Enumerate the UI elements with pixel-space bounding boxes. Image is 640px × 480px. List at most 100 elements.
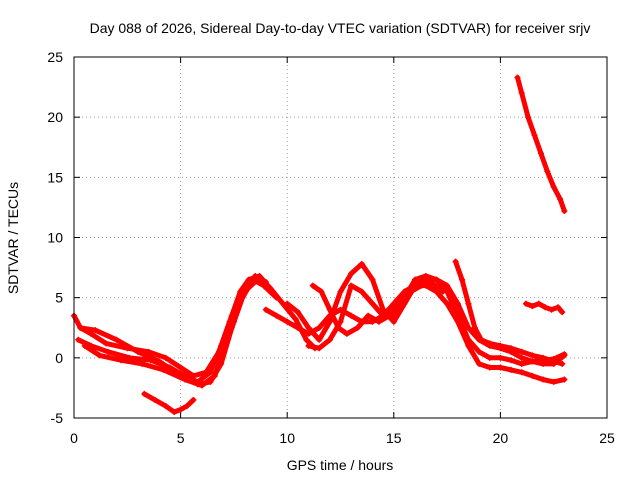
- data-point: [535, 300, 542, 307]
- data-point: [190, 396, 197, 403]
- series-line: [310, 280, 446, 337]
- data-point: [397, 300, 404, 307]
- data-point: [497, 342, 504, 349]
- data-point: [252, 273, 259, 280]
- data-point: [369, 276, 376, 283]
- data-point: [497, 364, 504, 371]
- data-point: [337, 288, 344, 295]
- plot-frame: [73, 56, 608, 419]
- y-tick-label: 20: [47, 109, 63, 125]
- series-arc6: [262, 282, 568, 385]
- y-tick-label: 5: [55, 290, 63, 306]
- y-tick-label: 10: [47, 230, 63, 246]
- data-point: [273, 294, 280, 301]
- data-point: [156, 358, 163, 365]
- data-point: [554, 304, 561, 311]
- x-tick-label: 25: [599, 430, 615, 446]
- y-tick-label: 25: [47, 49, 63, 65]
- y-tick-label: 15: [47, 169, 63, 185]
- data-point: [550, 358, 557, 365]
- data-point: [365, 312, 372, 319]
- data-point: [335, 324, 342, 331]
- data-point: [183, 402, 190, 409]
- data-point: [476, 348, 483, 355]
- data-point: [75, 336, 82, 343]
- data-point: [518, 354, 525, 361]
- data-point: [230, 318, 237, 325]
- data-point: [418, 282, 425, 289]
- data-point: [241, 288, 248, 295]
- x-tick-label: 15: [386, 430, 402, 446]
- data-point: [548, 306, 555, 313]
- data-point: [514, 74, 521, 81]
- data-point: [412, 276, 419, 283]
- data-point: [113, 336, 120, 343]
- data-point: [444, 300, 451, 307]
- series-arc9: [309, 280, 446, 337]
- data-point: [508, 357, 515, 364]
- data-point: [96, 352, 103, 359]
- data-point: [518, 360, 525, 367]
- data-point: [476, 360, 483, 367]
- data-point: [177, 364, 184, 371]
- data-point: [309, 282, 316, 289]
- data-point: [181, 376, 188, 383]
- data-point: [540, 360, 547, 367]
- data-point: [354, 324, 361, 331]
- data-point: [544, 168, 551, 175]
- chart-title: Day 088 of 2026, Sidereal Day-to-day VTE…: [90, 20, 591, 36]
- data-point: [542, 304, 549, 311]
- data-point: [508, 345, 515, 352]
- data-point: [529, 303, 536, 310]
- data-point: [262, 306, 269, 313]
- data-point: [444, 282, 451, 289]
- series-line: [141, 391, 196, 415]
- data-point: [348, 282, 355, 289]
- data-point: [152, 396, 159, 403]
- data-point: [518, 369, 525, 376]
- data-point: [105, 348, 112, 355]
- data-point: [77, 324, 84, 331]
- data-point: [139, 360, 146, 367]
- data-point: [386, 312, 393, 319]
- data-point: [326, 318, 333, 325]
- x-tick-label: 10: [279, 430, 295, 446]
- data-point: [508, 366, 515, 373]
- series-arc12: [514, 74, 568, 215]
- data-point: [162, 402, 169, 409]
- data-point: [254, 276, 261, 283]
- series-arc10: [452, 258, 566, 367]
- data-point: [459, 276, 466, 283]
- data-point: [211, 372, 218, 379]
- data-point: [303, 336, 310, 343]
- data-point: [117, 357, 124, 364]
- data-point: [497, 354, 504, 361]
- data-point: [557, 195, 564, 202]
- data-point: [380, 306, 387, 313]
- data-point: [294, 324, 301, 331]
- y-tick-label: 0: [55, 350, 63, 366]
- data-point: [305, 342, 312, 349]
- data-point: [262, 279, 269, 286]
- data-point: [162, 354, 169, 361]
- data-marks: [71, 74, 568, 415]
- data-point: [375, 318, 382, 325]
- data-point: [537, 150, 544, 157]
- data-point: [407, 288, 414, 295]
- series-arc1: [71, 273, 318, 379]
- data-point: [198, 382, 205, 389]
- series-arc4: [81, 276, 261, 389]
- data-point: [326, 336, 333, 343]
- data-point: [559, 309, 566, 316]
- data-point: [284, 300, 291, 307]
- data-point: [102, 340, 109, 347]
- y-tick-label: -5: [51, 410, 64, 426]
- data-point: [284, 318, 291, 325]
- data-point: [177, 406, 184, 413]
- data-point: [454, 300, 461, 307]
- data-point: [316, 324, 323, 331]
- data-point: [305, 324, 312, 331]
- data-point: [561, 208, 568, 215]
- data-point: [525, 114, 532, 121]
- data-point: [561, 352, 568, 359]
